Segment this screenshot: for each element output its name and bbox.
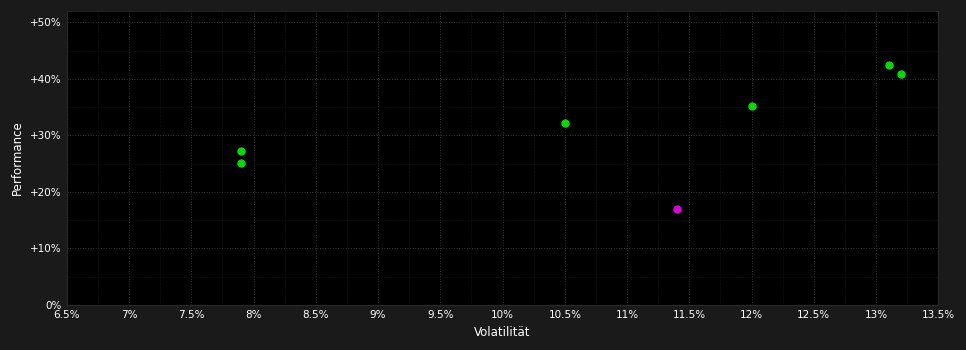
X-axis label: Volatilität: Volatilität	[474, 326, 531, 339]
Y-axis label: Performance: Performance	[12, 120, 24, 195]
